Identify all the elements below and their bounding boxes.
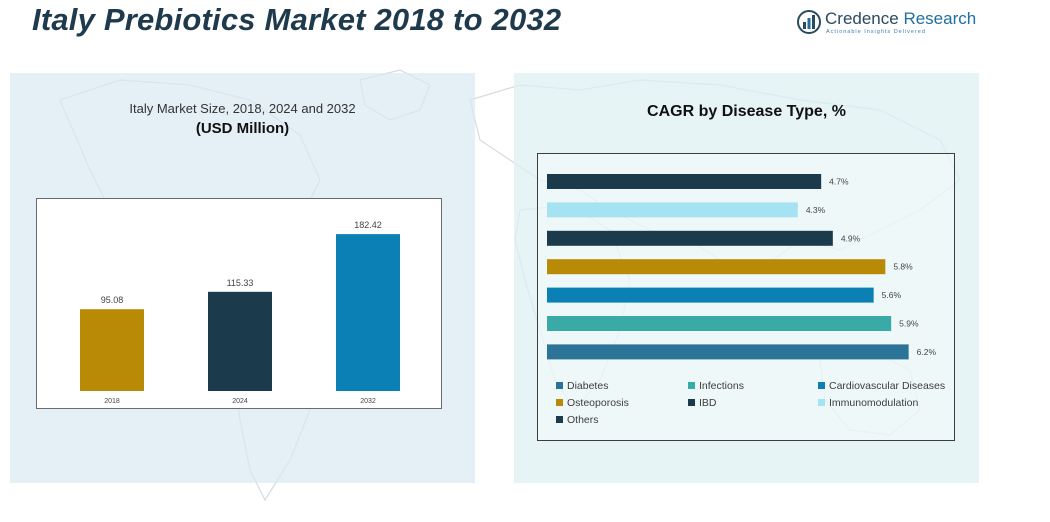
logo-name-part2: Research [898,9,977,28]
legend-item-infections: Infections [688,380,744,392]
cagr-bar-infections [547,316,892,331]
legend-item-diabetes: Diabetes [556,380,608,392]
market-size-tick-label: 2032 [360,398,376,405]
market-size-value-label: 115.33 [227,278,254,288]
page-title: Italy Prebiotics Market 2018 to 2032 [32,2,562,37]
market-size-bar-2024 [208,291,272,391]
cagr-value-label: 4.7% [829,177,849,187]
cagr-horizontal-bar-chart: 4.7% 4.3% 4.9% 5.8% 5.6% 5.9% 6.2% [547,174,937,360]
legend-label: Others [567,414,599,426]
market-size-chart-title: Italy Market Size, 2018, 2024 and 2032 [129,101,356,116]
cagr-bar-diabetes [547,344,909,360]
legend-label: Immunomodulation [829,397,919,409]
credence-research-logo: Credence Research Actionable Insights De… [797,8,976,40]
cagr-bar-immunomodulation [547,202,798,218]
cagr-bar-osteoporosis [547,259,886,275]
market-size-bar-2032 [336,234,400,391]
legend-swatch [556,399,563,406]
legend-swatch [688,382,695,389]
cagr-value-label: 5.8% [893,262,913,272]
cagr-chart-frame: 4.7% 4.3% 4.9% 5.8% 5.6% 5.9% 6.2% [537,153,955,441]
cagr-value-label: 4.9% [841,233,861,243]
cagr-bar-others [547,174,822,189]
logo-bars-icon [797,10,821,34]
legend-swatch [556,416,563,423]
legend-label: Osteoporosis [567,397,629,409]
market-size-bar-2018 [80,309,144,391]
legend-label: IBD [699,397,717,409]
legend-item-immunomodulation: Immunomodulation [818,397,918,409]
market-size-value-label: 182.42 [354,220,382,230]
market-size-value-label: 95.08 [101,295,124,305]
cagr-value-label: 5.6% [882,290,902,300]
legend-item-others: Others [556,414,599,426]
legend-swatch [818,382,825,389]
legend-swatch [688,399,695,406]
cagr-value-label: 4.3% [806,205,826,215]
logo-tagline: Actionable Insights Delivered [826,29,926,35]
market-size-tick-label: 2018 [104,398,120,405]
market-size-tick-label: 2024 [232,398,248,405]
cagr-bar-ibd [547,230,833,246]
legend-label: Cardiovascular Diseases [829,380,946,392]
legend-swatch [818,399,825,406]
cagr-value-label: 5.9% [899,319,919,329]
legend-item-cardiovascular-diseases: Cardiovascular Diseases [818,380,945,392]
market-size-chart-frame: 95.08 2018 115.33 2024 182.42 2032 [36,198,442,409]
legend-item-ibd: IBD [688,397,717,409]
market-size-chart-subtitle: (USD Million) [195,120,290,137]
legend-label: Infections [699,380,744,392]
cagr-panel [514,73,979,483]
legend-item-osteoporosis: Osteoporosis [556,397,629,409]
logo-name-part1: Credence [825,9,899,28]
legend-label: Diabetes [567,380,609,392]
cagr-value-label: 6.2% [917,347,937,357]
cagr-chart-title: CAGR by Disease Type, % [647,103,846,120]
cagr-bar-cardiovascular-diseases [547,287,874,303]
market-size-bar-chart: 95.08 2018 115.33 2024 182.42 2032 [80,220,400,405]
logo-wordmark: Credence Research [825,9,976,29]
legend-swatch [556,382,563,389]
